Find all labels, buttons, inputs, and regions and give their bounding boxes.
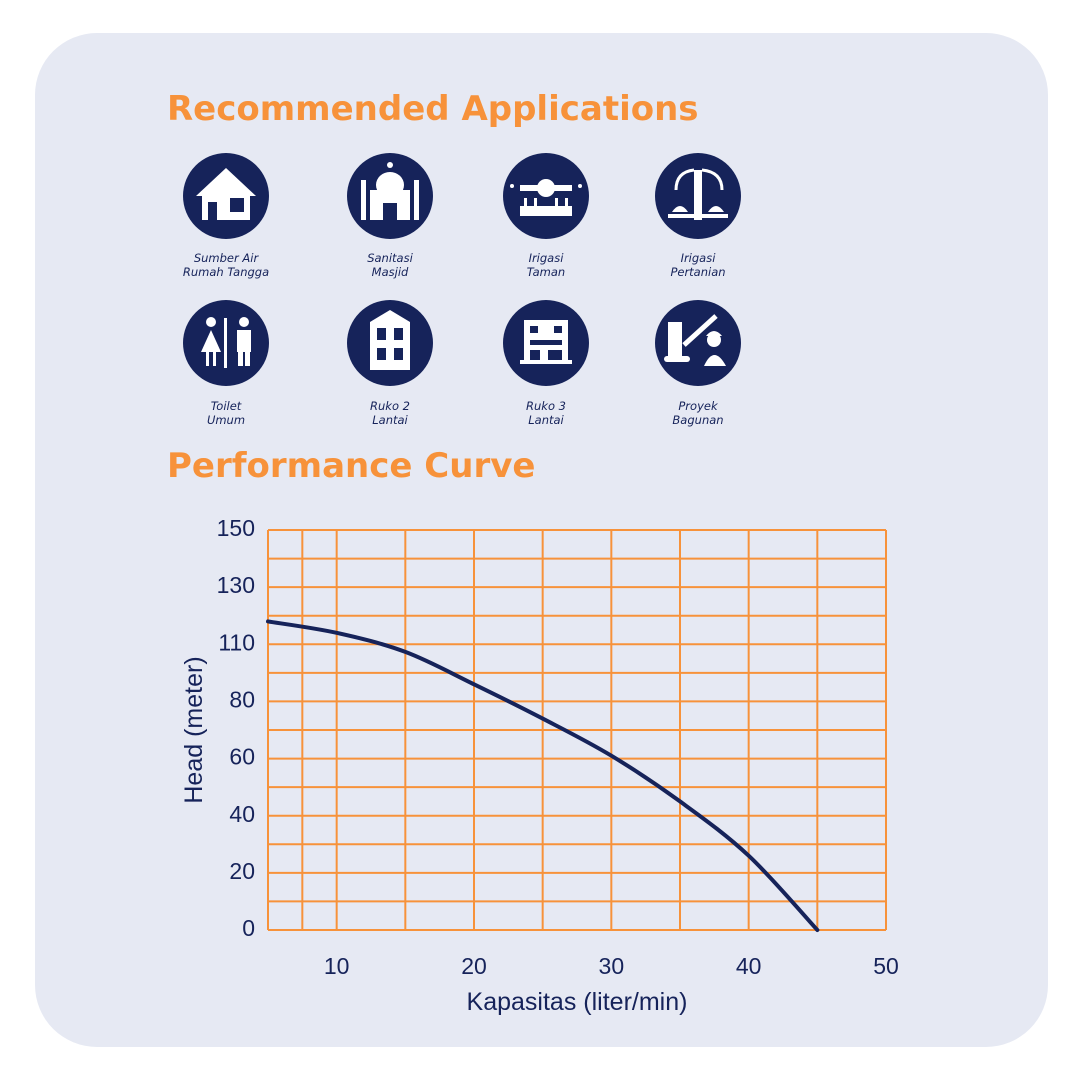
icon-mosque xyxy=(361,162,419,220)
icon-label: Irigasi xyxy=(681,251,717,265)
icon-bg xyxy=(655,300,741,386)
y-axis-label: Head (meter) xyxy=(180,656,208,803)
icon-label: Masjid xyxy=(372,265,409,279)
x-tick-label: 30 xyxy=(599,953,625,979)
section-title: Recommended Applications xyxy=(167,89,699,129)
icon-construction xyxy=(664,314,726,366)
icon-label: Toilet xyxy=(211,399,242,413)
curve xyxy=(266,619,820,932)
y-tick-label: 60 xyxy=(229,744,255,770)
y-tick-label: 150 xyxy=(217,515,255,541)
icon-label: Taman xyxy=(527,265,565,279)
icon-label: Sanitasi xyxy=(367,251,413,265)
x-tick-label: 40 xyxy=(736,953,762,979)
x-axis-label: Kapasitas (liter/min) xyxy=(467,988,688,1016)
icon-label: Umum xyxy=(207,413,245,427)
card xyxy=(35,33,1048,1047)
chart-title: Performance Curve xyxy=(167,446,535,486)
y-tick-label: 40 xyxy=(229,801,255,827)
icon-label: Lantai xyxy=(372,413,408,427)
y-tick-label: 20 xyxy=(229,858,255,884)
icon-house xyxy=(196,168,256,220)
icon-label: Rumah Tangga xyxy=(183,265,269,279)
icon-garden xyxy=(510,179,582,216)
icon-farm xyxy=(668,168,728,220)
y-tick-label: 130 xyxy=(217,572,255,598)
icon-label: Irigasi xyxy=(529,251,565,265)
x-tick-label: 10 xyxy=(324,953,350,979)
icon-label: Ruko 3 xyxy=(526,399,566,413)
icon-toilet xyxy=(201,317,251,368)
icons xyxy=(183,153,741,386)
icon-shop3 xyxy=(520,320,572,364)
icon-label: Pertanian xyxy=(670,265,725,279)
y-tick-label: 80 xyxy=(229,687,255,713)
x-tick-label: 50 xyxy=(873,953,899,979)
icon-label: Bagunan xyxy=(672,413,723,427)
icon-label: Lantai xyxy=(528,413,564,427)
chart: Kapasitas (liter/min) Head (meter) 0 20 40… xyxy=(180,515,899,1016)
icon-label: Ruko 2 xyxy=(370,399,410,413)
icon-label: Sumber Air xyxy=(194,251,260,265)
y-tick-label: 110 xyxy=(218,629,255,655)
y-tick-label: 0 xyxy=(242,915,255,941)
icon-shop2 xyxy=(370,310,410,370)
x-tick-label: 20 xyxy=(461,953,487,979)
icon-label: Proyek xyxy=(678,399,719,413)
